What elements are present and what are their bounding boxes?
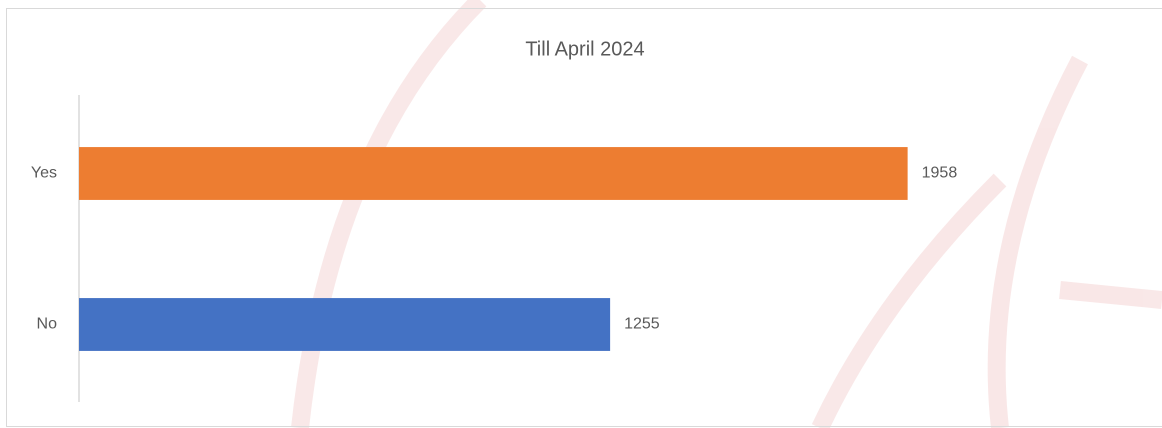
watermark-stroke <box>1059 281 1162 309</box>
bar <box>79 147 908 200</box>
chart-border <box>6 8 1162 427</box>
y-tick-label: Yes <box>31 165 57 182</box>
watermark-leaf <box>811 173 1007 428</box>
watermark <box>291 0 1162 428</box>
watermark-arc <box>291 0 487 428</box>
watermark-branch <box>987 55 1088 428</box>
chart-title: Till April 2024 <box>525 38 644 60</box>
y-tick-label: No <box>37 316 58 333</box>
data-label: 1255 <box>624 316 660 333</box>
bar <box>79 298 611 351</box>
data-label: 1958 <box>922 165 958 182</box>
